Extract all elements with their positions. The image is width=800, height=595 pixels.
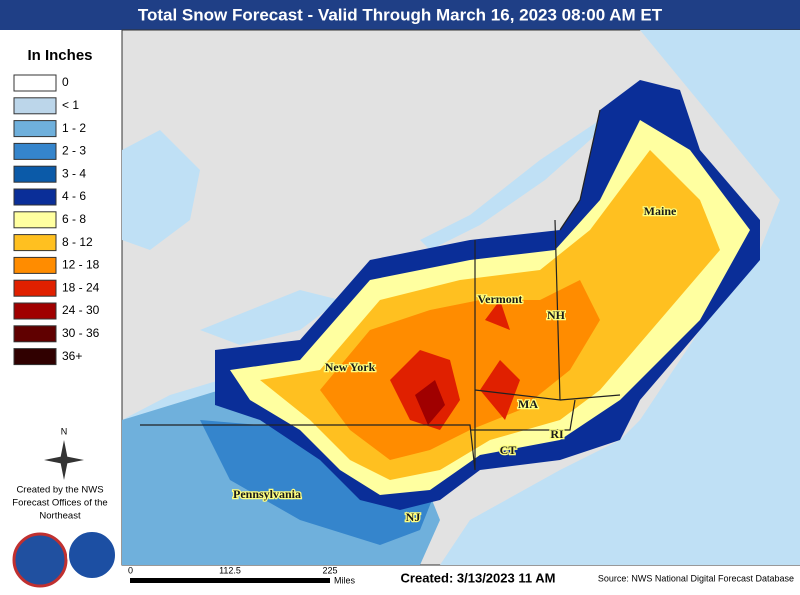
legend-label: 30 - 36	[62, 326, 100, 340]
state-label: Maine	[644, 204, 677, 218]
source: Source: NWS National Digital Forecast Da…	[598, 573, 794, 583]
legend-swatch	[13, 348, 57, 366]
scale-bar	[130, 578, 330, 583]
legend-swatch	[13, 142, 57, 160]
legend-label: 36+	[62, 349, 82, 363]
created: Created: 3/13/2023 11 AM	[401, 570, 556, 585]
state-label: Vermont	[478, 292, 523, 306]
title-bar	[0, 0, 800, 30]
state-label: Pennsylvania	[233, 487, 301, 501]
legend-swatch	[13, 188, 57, 206]
legend-swatch	[13, 279, 57, 297]
legend-label: 6 - 8	[62, 212, 86, 226]
legend-title: In Inches	[27, 47, 92, 64]
credit: Created by the NWS	[16, 485, 103, 496]
compass-label: N	[61, 426, 68, 436]
legend-label: 24 - 30	[62, 303, 100, 317]
legend-label: 3 - 4	[62, 166, 86, 180]
scale-label: 225	[322, 565, 337, 575]
legend-label: 12 - 18	[62, 258, 100, 272]
legend-swatch	[13, 234, 57, 252]
legend-swatch	[13, 325, 57, 343]
state-label: RI	[550, 427, 564, 441]
legend-label: 4 - 6	[62, 189, 86, 203]
state-label: New York	[325, 360, 376, 374]
scale-label: 0	[128, 565, 133, 575]
lake-ontario	[200, 290, 340, 345]
state-label: CT	[500, 443, 517, 457]
state-label: NJ	[406, 510, 421, 524]
legend-swatch	[13, 211, 57, 229]
lake-huron	[122, 130, 200, 250]
state-label: NH	[547, 308, 566, 322]
legend-swatch	[13, 97, 57, 115]
legend-swatch	[13, 256, 57, 274]
legend-swatch	[13, 74, 57, 92]
credit: Northeast	[39, 511, 81, 522]
title: Total Snow Forecast - Valid Through Marc…	[138, 5, 663, 24]
ocean	[440, 30, 800, 565]
legend-label: 1 - 2	[62, 121, 86, 135]
legend-swatch	[13, 120, 57, 138]
legend-label: 18 - 24	[62, 280, 100, 294]
scale-unit: Miles	[334, 575, 356, 585]
legend-swatch	[13, 165, 57, 183]
state-label: MA	[518, 397, 538, 411]
state-boundaries	[140, 109, 621, 471]
legend-label: < 1	[62, 98, 79, 112]
snow-area	[320, 280, 600, 460]
north-arrow	[44, 440, 84, 480]
legend-label: 2 - 3	[62, 144, 86, 158]
credit: Forecast Offices of the	[12, 498, 107, 509]
nws-logo	[12, 532, 68, 588]
legend-label: 0	[62, 75, 69, 89]
legend-swatch	[13, 302, 57, 320]
st-lawrence	[420, 115, 620, 250]
noaa-logo	[67, 530, 117, 580]
legend-label: 8 - 12	[62, 235, 93, 249]
scale-label: 112.5	[219, 565, 241, 575]
snow-area	[415, 380, 445, 425]
